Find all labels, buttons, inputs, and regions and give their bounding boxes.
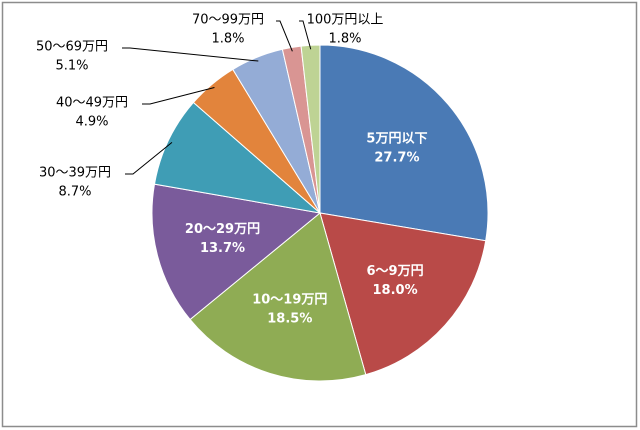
slice-value-label: 8.7% xyxy=(58,185,91,200)
slice-label: 30～39万円 xyxy=(39,166,111,181)
pie-slice xyxy=(153,101,322,214)
slice-value-label: 13.7% xyxy=(200,241,245,256)
slice-value-label: 5.1% xyxy=(55,59,88,74)
pie-slice xyxy=(300,44,321,214)
pie-slice xyxy=(319,212,487,376)
pie-slice xyxy=(319,44,489,242)
pie-slice xyxy=(151,183,322,321)
slice-label: 100万円以上 xyxy=(307,13,384,28)
slice-label: 6～9万円 xyxy=(367,264,424,279)
slice-label: 50～69万円 xyxy=(36,40,108,55)
slice-label: 10～19万円 xyxy=(252,293,327,308)
leader-line xyxy=(276,20,293,52)
slice-value-label: 27.7% xyxy=(374,150,419,165)
slice-value-label: 4.9% xyxy=(75,115,108,130)
slice-value-label: 1.8% xyxy=(328,32,361,47)
leader-line xyxy=(125,141,173,175)
pie-slice xyxy=(189,212,367,382)
slice-label: 70～99万円 xyxy=(192,13,264,28)
slice-label: 40～49万円 xyxy=(56,96,128,111)
leader-line xyxy=(142,86,215,105)
slice-value-label: 18.0% xyxy=(373,283,418,298)
slice-value-label: 1.8% xyxy=(211,32,244,47)
leader-line xyxy=(299,20,312,50)
slice-value-label: 18.5% xyxy=(267,312,312,327)
slice-label: 20～29万円 xyxy=(185,222,260,237)
slice-label: 5万円以下 xyxy=(366,131,427,146)
leader-line xyxy=(122,47,259,62)
